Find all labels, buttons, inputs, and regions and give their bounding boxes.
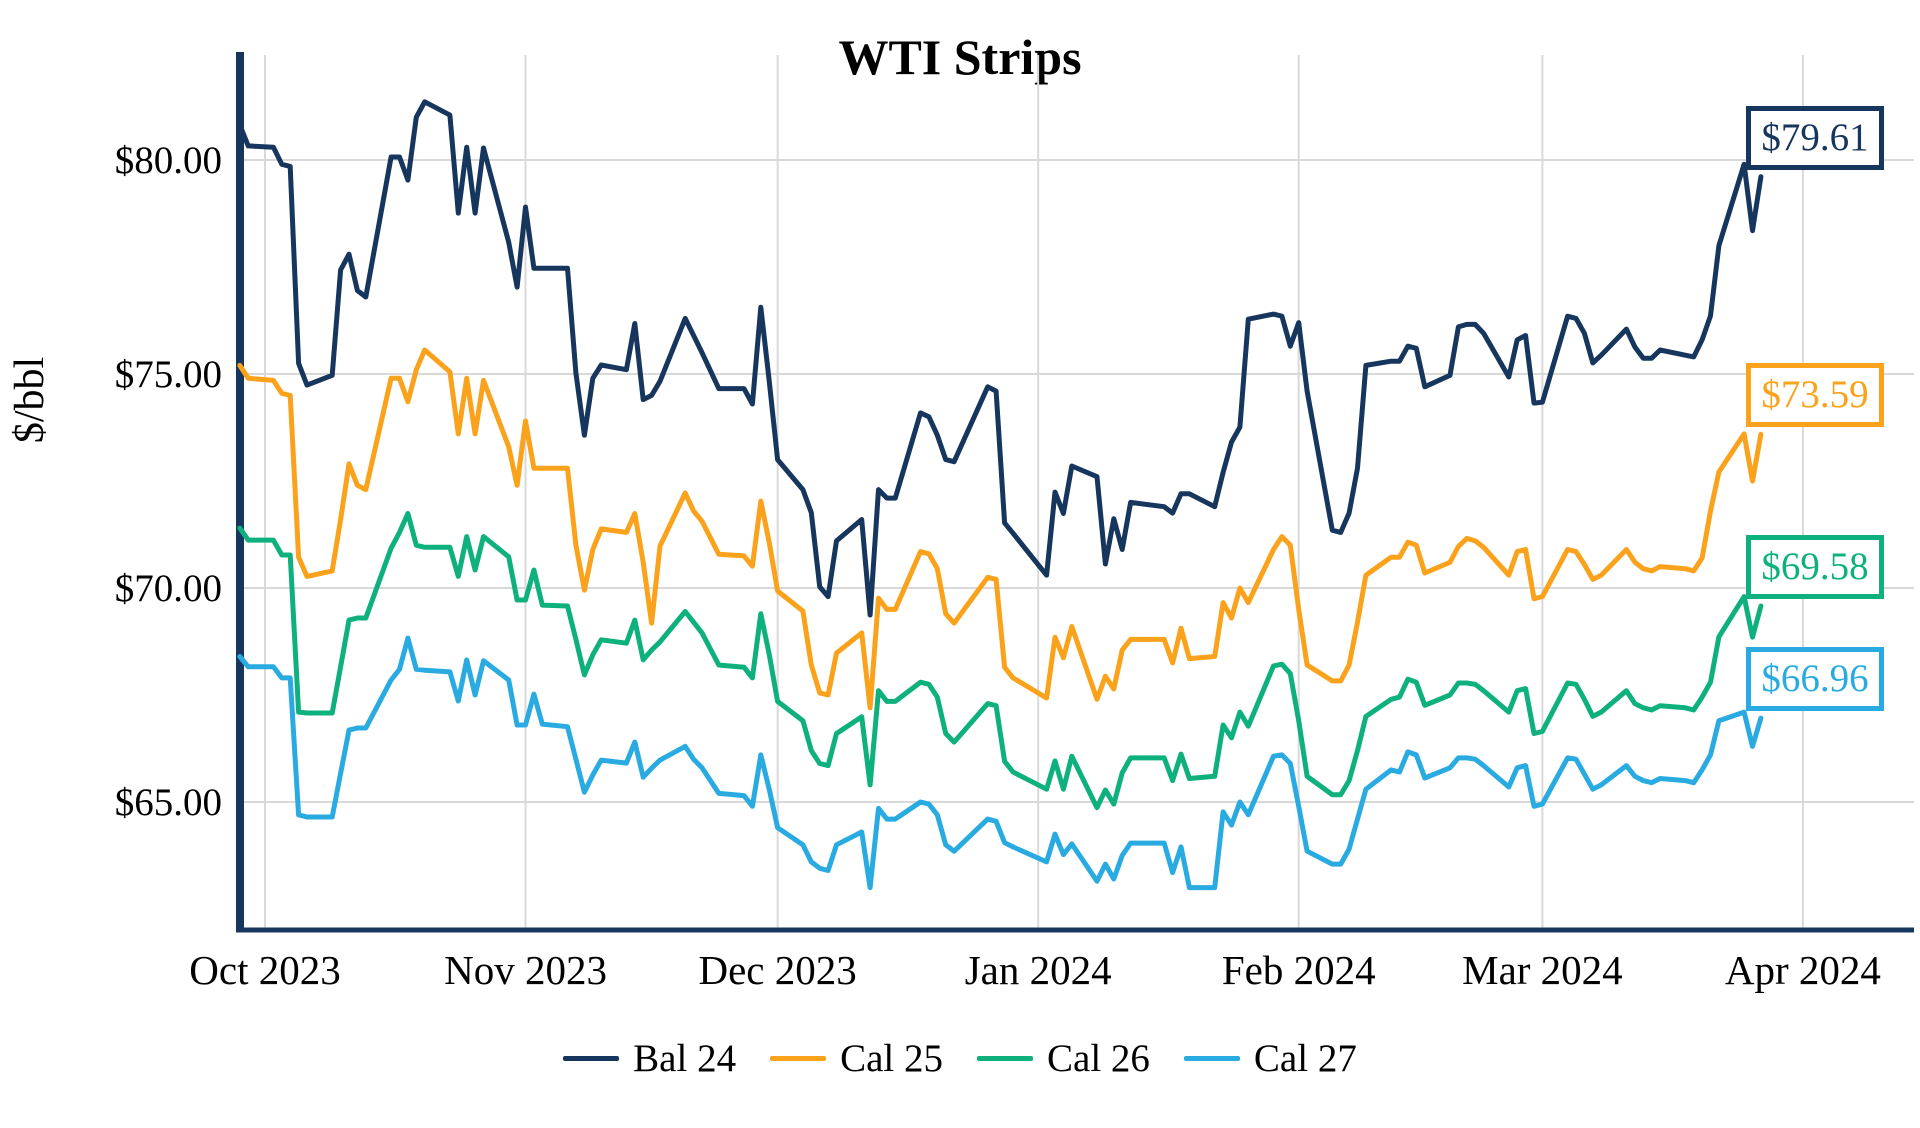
legend-label-bal-24: Bal 24 — [633, 1037, 737, 1080]
series-line-bal-24 — [237, 99, 1764, 618]
end-label-cal-26: $69.58 — [1746, 535, 1884, 599]
series-line-cal-25 — [237, 347, 1764, 711]
legend-item-cal-26: Cal 26 — [977, 1036, 1150, 1081]
legend-swatch-cal-25 — [770, 1056, 827, 1061]
x-tick-label: Oct 2023 — [189, 947, 340, 993]
legend-swatch-cal-27 — [1183, 1056, 1240, 1061]
legend-swatch-cal-26 — [977, 1056, 1033, 1061]
y-tick-label: $70.00 — [115, 567, 222, 610]
legend-label-cal-26: Cal 26 — [1047, 1037, 1150, 1080]
legend-swatch-bal-24 — [563, 1056, 620, 1061]
chart-legend: Bal 24 Cal 25 Cal 26 Cal 27 — [0, 1036, 1920, 1081]
legend-label-cal-25: Cal 25 — [840, 1037, 943, 1080]
chart-title: WTI Strips — [838, 28, 1082, 85]
legend-label-cal-27: Cal 27 — [1253, 1037, 1357, 1080]
x-tick-label: Nov 2023 — [444, 947, 607, 993]
legend-item-cal-27: Cal 27 — [1183, 1036, 1357, 1081]
end-label-cal-27: $66.96 — [1746, 647, 1884, 711]
y-tick-label: $65.00 — [115, 781, 222, 824]
legend-item-bal-24: Bal 24 — [563, 1036, 736, 1081]
y-tick-label: $80.00 — [115, 139, 222, 182]
end-label-bal-24: $79.61 — [1746, 106, 1884, 170]
x-tick-label: Feb 2024 — [1222, 947, 1376, 993]
x-tick-label: Apr 2024 — [1725, 947, 1881, 993]
y-tick-label: $75.00 — [115, 353, 222, 396]
x-tick-label: Dec 2023 — [699, 947, 857, 993]
legend-item-cal-25: Cal 25 — [770, 1036, 943, 1081]
series-line-cal-26 — [237, 511, 1764, 811]
series-line-cal-27 — [237, 635, 1764, 891]
chart-canvas: $80.00 $75.00 $70.00 $65.00 Oct 2023 Nov 2023… — [115, 52, 1914, 993]
x-tick-label: Mar 2024 — [1462, 947, 1623, 993]
x-tick-label: Jan 2024 — [965, 947, 1112, 993]
end-label-cal-25: $73.59 — [1746, 363, 1884, 427]
